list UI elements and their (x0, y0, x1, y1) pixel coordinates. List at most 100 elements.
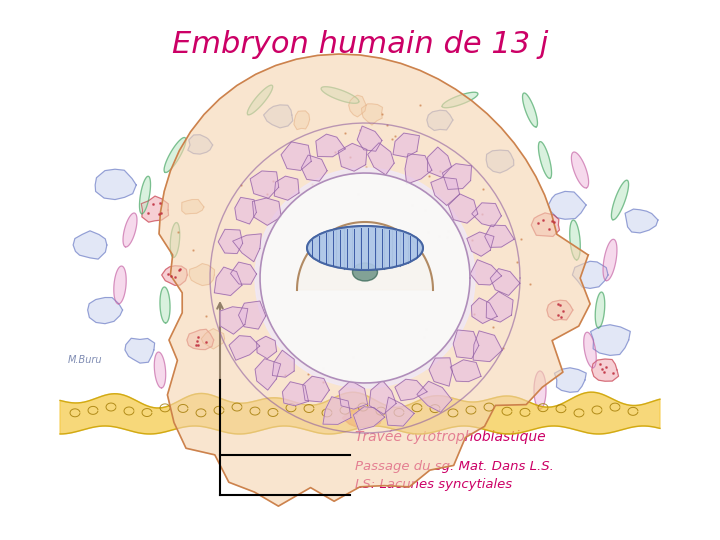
Polygon shape (534, 371, 546, 409)
Polygon shape (215, 267, 242, 295)
Text: M.Buru: M.Buru (68, 355, 102, 365)
Polygon shape (160, 287, 170, 323)
Polygon shape (385, 397, 414, 426)
Polygon shape (625, 209, 658, 233)
Polygon shape (220, 307, 248, 334)
Polygon shape (253, 198, 282, 225)
Polygon shape (140, 176, 150, 214)
Polygon shape (592, 359, 618, 381)
Polygon shape (357, 126, 382, 151)
Polygon shape (486, 292, 513, 322)
Polygon shape (572, 261, 608, 288)
Polygon shape (260, 173, 470, 383)
Polygon shape (248, 85, 273, 115)
Polygon shape (188, 134, 212, 154)
Polygon shape (274, 176, 299, 200)
Polygon shape (95, 169, 136, 200)
Polygon shape (523, 93, 537, 127)
Polygon shape (301, 155, 327, 181)
Polygon shape (282, 382, 308, 406)
Polygon shape (159, 54, 590, 506)
Polygon shape (368, 143, 394, 175)
Text: LS: Lacunes syncytiales: LS: Lacunes syncytiales (355, 478, 512, 491)
Polygon shape (141, 196, 168, 222)
Polygon shape (547, 300, 573, 320)
Polygon shape (393, 133, 420, 157)
Polygon shape (323, 397, 351, 424)
Polygon shape (473, 331, 503, 362)
Polygon shape (603, 239, 617, 281)
Polygon shape (449, 194, 478, 223)
Polygon shape (531, 213, 559, 237)
Polygon shape (321, 87, 359, 103)
Polygon shape (189, 264, 215, 286)
Polygon shape (549, 191, 586, 219)
Polygon shape (354, 407, 384, 430)
Polygon shape (202, 329, 225, 349)
Polygon shape (584, 332, 596, 368)
Polygon shape (369, 380, 396, 414)
Polygon shape (590, 325, 630, 355)
Polygon shape (272, 350, 294, 377)
Polygon shape (348, 95, 366, 117)
Ellipse shape (353, 263, 377, 281)
Polygon shape (181, 200, 204, 214)
Polygon shape (238, 301, 266, 329)
Polygon shape (218, 230, 243, 254)
Polygon shape (154, 352, 166, 388)
Polygon shape (164, 138, 186, 172)
Polygon shape (429, 358, 452, 386)
Polygon shape (431, 177, 459, 205)
Polygon shape (427, 110, 453, 131)
Ellipse shape (307, 226, 423, 270)
Text: Passage du sg. Mat. Dans L.S.: Passage du sg. Mat. Dans L.S. (355, 460, 554, 473)
Polygon shape (450, 360, 481, 382)
Text: Travée cytotrophoblastique: Travée cytotrophoblastique (355, 430, 546, 444)
Polygon shape (235, 198, 256, 224)
Polygon shape (114, 266, 126, 304)
Polygon shape (343, 408, 382, 427)
Polygon shape (255, 168, 475, 388)
Polygon shape (302, 376, 329, 402)
Polygon shape (453, 330, 479, 359)
Polygon shape (73, 231, 107, 259)
Text: Embryon humain de 13 j: Embryon humain de 13 j (172, 30, 548, 59)
Polygon shape (256, 336, 276, 359)
Polygon shape (187, 329, 214, 349)
Polygon shape (170, 222, 180, 258)
Polygon shape (395, 379, 427, 401)
Polygon shape (572, 152, 588, 188)
Polygon shape (405, 154, 432, 184)
Polygon shape (611, 180, 629, 220)
Polygon shape (264, 105, 293, 128)
Polygon shape (281, 142, 311, 171)
Polygon shape (230, 262, 256, 284)
Polygon shape (417, 381, 452, 412)
Polygon shape (554, 368, 586, 393)
Polygon shape (467, 232, 494, 256)
Polygon shape (339, 381, 368, 409)
Polygon shape (490, 268, 520, 295)
Polygon shape (297, 222, 433, 290)
Polygon shape (60, 392, 660, 434)
Polygon shape (472, 298, 498, 323)
Ellipse shape (307, 226, 423, 270)
Polygon shape (88, 298, 122, 323)
Polygon shape (539, 141, 552, 178)
Polygon shape (470, 260, 502, 285)
Polygon shape (361, 104, 382, 125)
Polygon shape (442, 92, 478, 108)
Polygon shape (338, 144, 367, 171)
Polygon shape (233, 234, 261, 262)
Polygon shape (294, 111, 310, 130)
Polygon shape (162, 266, 187, 286)
Polygon shape (472, 203, 501, 227)
Polygon shape (229, 336, 260, 360)
Polygon shape (316, 134, 345, 157)
Polygon shape (250, 171, 279, 198)
Polygon shape (595, 292, 605, 328)
Polygon shape (485, 225, 514, 247)
Polygon shape (570, 220, 580, 260)
Polygon shape (123, 213, 137, 247)
Polygon shape (125, 338, 155, 363)
